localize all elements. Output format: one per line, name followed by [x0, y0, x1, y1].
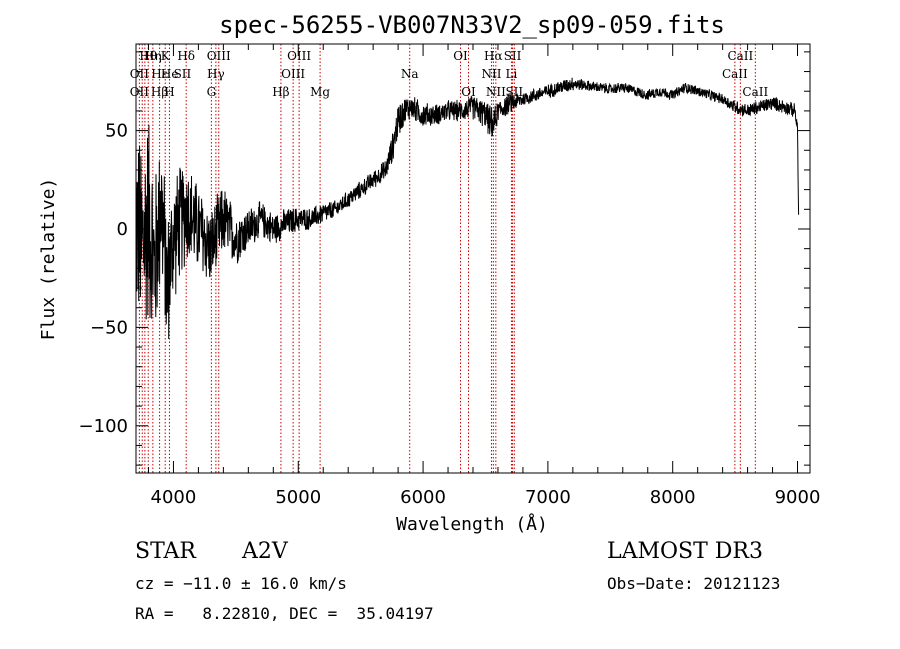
x-axis-label: Wavelength (Å)	[396, 513, 548, 535]
spectral-line-label: CaII	[727, 49, 753, 63]
x-tick-label: 9000	[775, 487, 821, 508]
spectral-line-label: Mg	[310, 85, 330, 99]
observation-date: Obs−Date: 20121123	[607, 574, 781, 593]
spectral-line-label: OI	[461, 85, 476, 99]
spectral-line-label: SII	[174, 67, 192, 81]
spectral-line-label: Hβ	[272, 85, 289, 99]
spectral-line-label: OII	[130, 67, 150, 81]
spectral-line-label: OIII	[207, 49, 231, 63]
spectral-line-label: H	[164, 85, 174, 99]
spectral-line-label: Li	[506, 67, 518, 81]
spectral-line-label: Hβ	[151, 85, 168, 99]
spectral-line-label: OIII	[281, 67, 305, 81]
x-tick-label: 4000	[151, 487, 197, 508]
flux-line	[135, 77, 800, 340]
x-tick-label: 8000	[650, 487, 696, 508]
coordinates: RA = 8.22810, DEC = 35.04197	[135, 604, 434, 623]
spectral-line-label: OII	[130, 85, 150, 99]
spectral-line-label: Hη	[144, 49, 162, 63]
spectral-line-label: OIII	[287, 49, 311, 63]
spectral-line-label: NII	[481, 67, 501, 81]
spectral-line-label: Hε	[151, 67, 168, 81]
spectral-line-label: NII	[486, 85, 506, 99]
chart-title: spec-56255-VB007N33V2_sp09-059.fits	[219, 11, 725, 39]
x-axis-ticks: 4000 5000 6000 7000 8000 9000	[147, 44, 821, 508]
y-tick-label: −100	[79, 416, 128, 437]
spectral-line-label: Hθ	[139, 49, 157, 63]
x-tick-label: 7000	[525, 487, 571, 508]
spectral-line-label: CaII	[742, 85, 768, 99]
object-subclass: A2V	[242, 539, 288, 564]
x-tick-label: 6000	[400, 487, 446, 508]
spectral-line-label: SII	[504, 49, 522, 63]
spectral-line-label: OI	[453, 49, 468, 63]
spectral-line-label: Hγ	[207, 67, 225, 81]
spectral-line-label: G	[207, 85, 217, 99]
spectral-line-label: He	[161, 67, 179, 81]
redshift-cz: cz = −11.0 ± 16.0 km/s	[135, 574, 347, 593]
spectral-line-label: Na	[401, 67, 419, 81]
y-tick-label: −50	[90, 317, 128, 338]
y-tick-label: 0	[117, 219, 128, 240]
spectral-line-label: K	[161, 49, 171, 63]
spectral-line-label: Hδ	[177, 49, 195, 63]
object-type: STAR	[135, 539, 196, 564]
spectral-line-label: CaII	[722, 67, 748, 81]
y-tick-label: 50	[105, 121, 128, 142]
y-axis-ticks: −100 −50 0 50	[79, 51, 810, 466]
spectral-line-label: Hα	[484, 49, 503, 63]
x-tick-label: 5000	[275, 487, 321, 508]
y-axis-label: Flux (relative)	[38, 178, 59, 341]
survey-name: LAMOST DR3	[607, 539, 763, 564]
